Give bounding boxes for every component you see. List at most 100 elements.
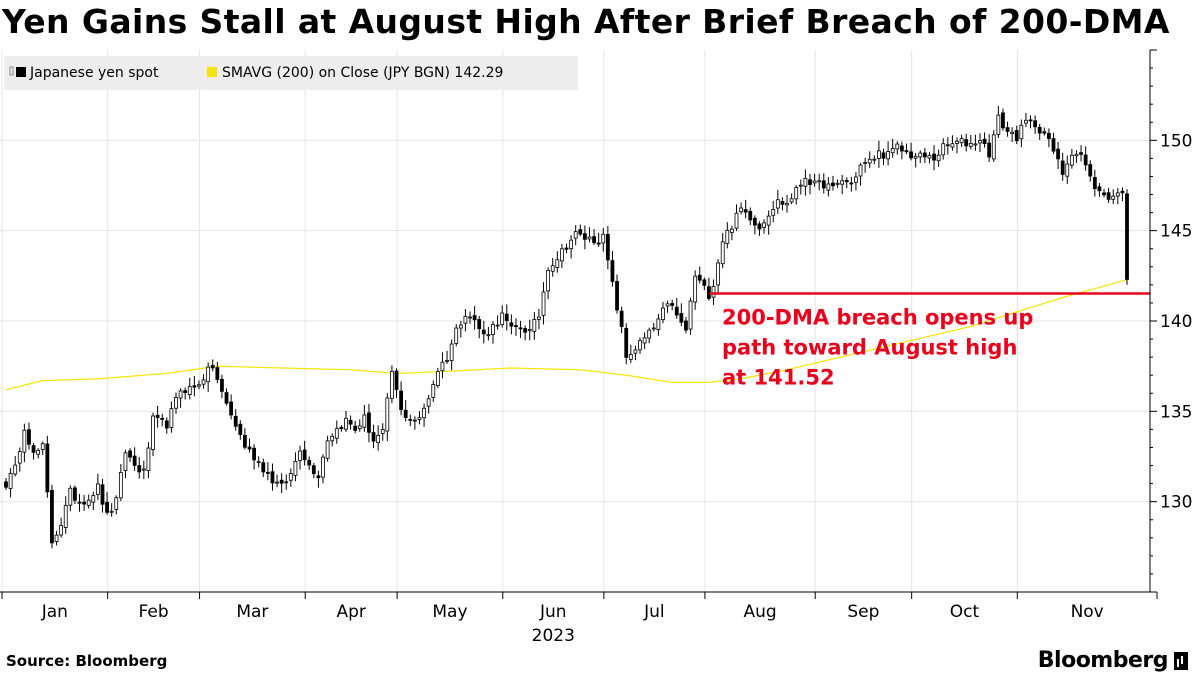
candle-body-103 <box>477 319 482 330</box>
candle-body-49 <box>229 401 234 416</box>
candle-body-77 <box>357 425 362 429</box>
candle-body-151 <box>697 274 702 281</box>
x-year-label: 2023 <box>532 626 575 646</box>
candle-body-66 <box>307 459 312 466</box>
candle-body-109 <box>504 313 509 322</box>
candle-body-71 <box>330 435 335 442</box>
candle-body-91 <box>422 407 426 419</box>
candle-body-80 <box>371 432 376 442</box>
candle-body-33 <box>155 414 160 418</box>
candle-body-188 <box>867 158 872 164</box>
candle-body-48 <box>224 392 229 404</box>
candle-body-165 <box>762 222 766 228</box>
brand-name: Bloomberg <box>1037 648 1169 673</box>
source-note: Source: Bloomberg <box>6 652 168 670</box>
candle-body-154 <box>711 285 716 298</box>
legend-swatch-sma <box>207 67 217 77</box>
candle-body-150 <box>693 275 698 303</box>
candle-body-42 <box>197 384 201 387</box>
candle-body-212 <box>978 140 982 144</box>
candle-body-162 <box>748 210 753 221</box>
candle-body-239 <box>1102 192 1106 196</box>
candle-body-171 <box>789 198 794 203</box>
candle-body-89 <box>412 419 417 422</box>
candle-body-127 <box>587 236 592 240</box>
x-tick-label-Nov: Nov <box>1071 602 1104 622</box>
candle-body-117 <box>541 291 546 316</box>
candle-body-191 <box>881 152 886 159</box>
candle-body-139 <box>642 337 647 344</box>
candle-body-236 <box>1088 164 1093 177</box>
candle-body-152 <box>702 279 707 286</box>
candle-body-114 <box>527 329 532 332</box>
candle-body-228 <box>1051 138 1056 152</box>
candle-body-204 <box>941 143 946 156</box>
candle-body-21 <box>100 484 105 505</box>
candle-body-231 <box>1065 163 1070 177</box>
candle-body-17 <box>82 501 87 505</box>
candle-body-104 <box>481 329 486 335</box>
candle-body-140 <box>647 329 652 339</box>
candle-body-96 <box>445 360 449 362</box>
candle-body-54 <box>252 447 256 461</box>
candle-body-181 <box>835 182 840 185</box>
x-tick-label-May: May <box>432 602 467 622</box>
candle-body-20 <box>95 483 100 495</box>
candle-body-226 <box>1042 131 1047 134</box>
candle-body-158 <box>729 228 734 233</box>
candle-body-160 <box>739 207 743 213</box>
candle-body-100 <box>463 315 468 324</box>
candle-body-185 <box>854 176 858 183</box>
candle-body-216 <box>996 114 1001 135</box>
candle-body-45 <box>210 365 215 369</box>
candle-body-47 <box>220 378 224 392</box>
candle-body-55 <box>256 461 261 464</box>
candle-body-68 <box>316 475 321 479</box>
candle-body-119 <box>550 265 555 272</box>
candle-body-164 <box>757 223 762 230</box>
candle-body-15 <box>73 487 77 501</box>
candle-body-233 <box>1074 153 1079 157</box>
candle-body-195 <box>899 145 904 152</box>
candle-body-9 <box>45 443 50 493</box>
candle-body-8 <box>40 443 45 450</box>
candle-body-244 <box>1125 193 1129 280</box>
candle-body-136 <box>628 353 633 360</box>
annotation-text-line-2: path toward August high <box>722 336 1017 360</box>
candle-body-105 <box>486 334 491 337</box>
candle-body-168 <box>775 199 780 209</box>
candle-body-74 <box>344 417 348 430</box>
candle-body-51 <box>238 423 243 435</box>
candle-body-183 <box>844 180 849 183</box>
candle-body-99 <box>458 324 463 329</box>
annotation-text-line-1: 200-DMA breach opens up <box>722 306 1033 330</box>
candle-body-7 <box>36 449 41 455</box>
sma-200-line <box>5 279 1128 391</box>
candle-body-85 <box>394 370 399 390</box>
candle-body-147 <box>679 312 684 323</box>
candle-body-143 <box>661 307 665 320</box>
bloomberg-chart-icon <box>1174 651 1188 670</box>
candle-body-229 <box>1056 148 1060 160</box>
candle-body-219 <box>1010 131 1015 135</box>
candle-body-102 <box>472 315 477 321</box>
candle-body-137 <box>633 349 638 354</box>
candle-body-157 <box>725 230 730 244</box>
x-tick-label-Jul: Jul <box>643 602 665 622</box>
candle-body-28 <box>132 455 137 466</box>
candle-body-144 <box>665 303 670 307</box>
candle-body-211 <box>973 143 978 146</box>
candle-body-2 <box>13 464 18 475</box>
candle-body-192 <box>886 151 890 160</box>
candle-body-67 <box>311 465 316 475</box>
candle-body-95 <box>440 361 445 372</box>
candle-body-225 <box>1037 126 1042 134</box>
candle-body-72 <box>334 428 339 439</box>
candle-body-128 <box>592 236 596 244</box>
candle-body-25 <box>118 472 123 499</box>
candle-body-82 <box>380 429 385 434</box>
candle-body-16 <box>77 501 82 504</box>
candle-body-238 <box>1097 186 1102 192</box>
candle-body-205 <box>945 144 950 147</box>
candle-body-24 <box>114 497 119 510</box>
